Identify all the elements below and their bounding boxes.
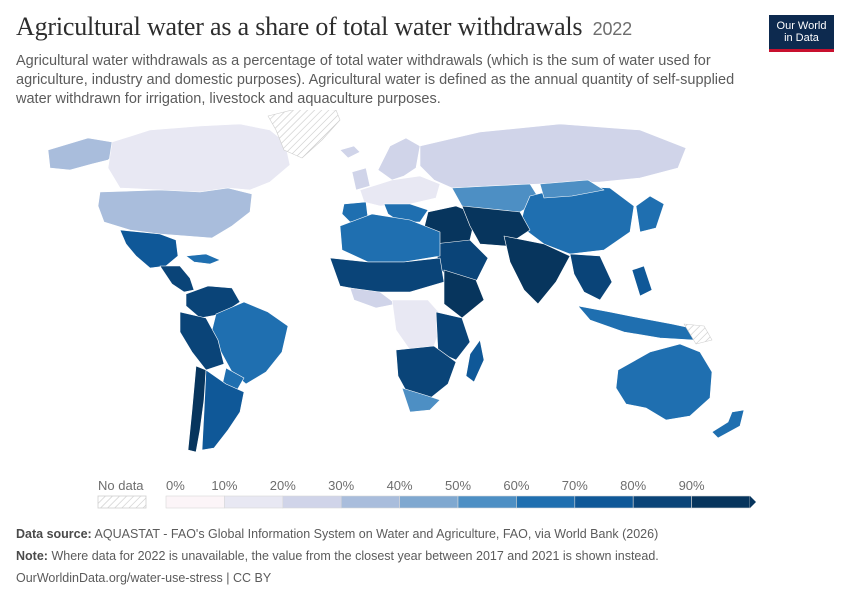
map-region-new-zealand[interactable] <box>711 409 745 439</box>
map-region-caribbean[interactable] <box>185 253 221 265</box>
legend-bin-7[interactable] <box>574 495 634 509</box>
map-region-south-africa[interactable] <box>401 387 441 413</box>
map-region-central-africa[interactable] <box>391 299 445 351</box>
legend-tick-label: 60% <box>503 478 529 493</box>
map-region-japan-korea[interactable] <box>635 195 665 233</box>
map-region-southern-africa[interactable] <box>395 345 457 401</box>
legend-tick-label: 40% <box>387 478 413 493</box>
map-region-peru-bolivia[interactable] <box>179 311 225 371</box>
legend-color-bins <box>165 495 756 509</box>
legend-tick-label: 50% <box>445 478 471 493</box>
map-region-southeast-asia[interactable] <box>569 253 613 301</box>
legend-arrow <box>750 496 756 508</box>
legend-tick-label: 30% <box>328 478 354 493</box>
legend-bin-9[interactable] <box>691 495 751 509</box>
note-text: Where data for 2022 is unavailable, the … <box>51 549 659 563</box>
legend-bin-5[interactable] <box>457 495 517 509</box>
map-region-east-africa[interactable] <box>435 311 471 361</box>
map-region-north-africa[interactable] <box>339 213 441 263</box>
map-region-south-asia[interactable] <box>503 235 571 305</box>
map-region-central-america[interactable] <box>159 265 195 293</box>
map-region-australia[interactable] <box>615 343 713 421</box>
legend-tick-label: 70% <box>562 478 588 493</box>
map-region-western-europe[interactable] <box>359 175 441 207</box>
map-region-papua-new-guinea[interactable] <box>683 323 713 345</box>
map-region-mongolia[interactable] <box>539 179 605 199</box>
owid-logo[interactable]: Our World in Data <box>769 15 834 52</box>
map-region-horn-of-africa[interactable] <box>443 269 485 319</box>
legend-bin-4[interactable] <box>399 495 459 509</box>
legend-no-data-label: No data <box>98 478 144 493</box>
map-region-brazil[interactable] <box>211 301 289 385</box>
legend-bin-2[interactable] <box>282 495 342 509</box>
map-region-scandinavia[interactable] <box>377 137 421 181</box>
legend-bin-8[interactable] <box>632 495 692 509</box>
legend-tick-label: 90% <box>679 478 705 493</box>
map-region-philippines[interactable] <box>631 265 653 297</box>
legend-bin-1[interactable] <box>224 495 284 509</box>
legend-bin-0[interactable] <box>165 495 225 509</box>
footer-url[interactable]: OurWorldinData.org/water-use-stress | CC… <box>16 571 272 585</box>
map-region-canada[interactable] <box>107 123 291 193</box>
legend-tick-label: 20% <box>270 478 296 493</box>
note-label: Note: <box>16 549 48 563</box>
map-region-madagascar[interactable] <box>465 339 485 383</box>
legend-tick-label: 0% <box>166 478 185 493</box>
map-region-uk-ireland[interactable] <box>351 167 371 191</box>
legend-bin-3[interactable] <box>340 495 400 509</box>
map-region-united-states[interactable] <box>97 187 253 239</box>
legend-tick-label: 10% <box>211 478 237 493</box>
map-region-russia[interactable] <box>419 123 687 189</box>
legend-bin-6[interactable] <box>516 495 576 509</box>
legend-no-data-swatch[interactable] <box>97 495 147 509</box>
title-text: Agricultural water as a share of total w… <box>16 12 583 41</box>
source-label: Data source: <box>16 527 92 541</box>
color-legend[interactable]: No data 0% 10% 20% 30% 40% 50% 60% 70% 80% 90% <box>0 470 850 515</box>
source-text: AQUASTAT - FAO's Global Information Syst… <box>94 527 659 541</box>
footer-note: Note: Where data for 2022 is unavailable… <box>16 549 659 563</box>
map-region-sahel[interactable] <box>329 257 445 293</box>
year-label: 2022 <box>592 19 632 39</box>
map-region-indonesia[interactable] <box>577 305 701 341</box>
map-region-iceland[interactable] <box>339 145 361 159</box>
map-region-alaska[interactable] <box>47 137 121 171</box>
footer-source: Data source: AQUASTAT - FAO's Global Inf… <box>16 527 658 541</box>
legend-tick-label: 80% <box>620 478 646 493</box>
map-region-west-africa-coast[interactable] <box>349 287 397 309</box>
map-region-mexico[interactable] <box>119 229 179 269</box>
map-region-greenland[interactable] <box>267 110 341 159</box>
chart-title: Agricultural water as a share of total w… <box>16 12 632 42</box>
logo-line-1: Our World <box>776 20 827 32</box>
logo-line-2: in Data <box>784 32 819 44</box>
world-map[interactable] <box>0 110 850 470</box>
legend-tick-labels: 0% 10% 20% 30% 40% 50% 60% 70% 80% 90% <box>166 478 705 493</box>
chart-subtitle: Agricultural water withdrawals as a perc… <box>16 53 735 107</box>
map-region-argentina[interactable] <box>201 369 245 451</box>
